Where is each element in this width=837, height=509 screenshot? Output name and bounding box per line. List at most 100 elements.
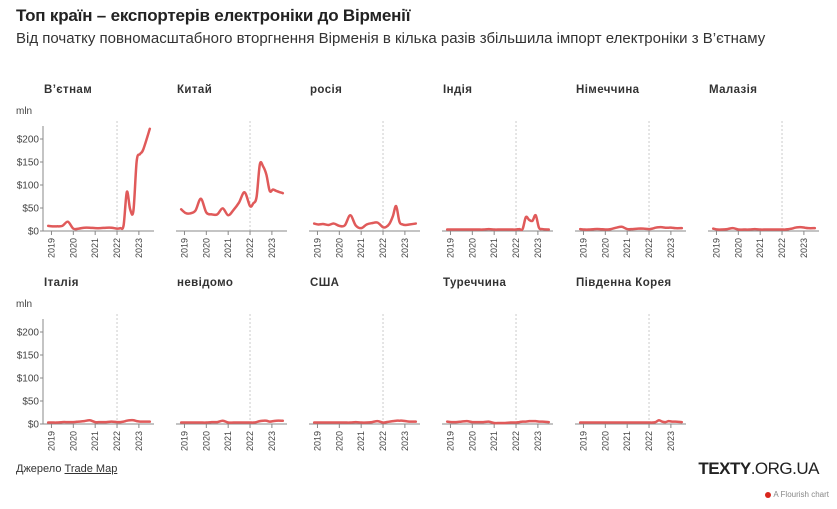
x-tick-label: 2019: [46, 431, 56, 451]
panel-3: росія 2019 2020 2021 2022 2023: [309, 84, 420, 258]
y-tick-label: $0: [28, 227, 40, 238]
source-link[interactable]: Trade Map: [64, 463, 118, 475]
series-line: [711, 225, 817, 231]
x-tick-label: 2020: [600, 238, 610, 258]
x-tick-label: 2020: [68, 238, 78, 258]
x-tick-label: 2021: [223, 238, 233, 258]
x-tick-label: 2019: [445, 431, 455, 451]
x-tick-label: 2023: [799, 238, 809, 258]
x-tick-label: 2021: [489, 431, 499, 451]
panel-1: В’єтнам mln $0 $50 $100 $150 $200 2019 2020 2021 2…: [16, 84, 154, 258]
y-tick-label: $200: [17, 135, 40, 146]
x-tick-label: 2020: [600, 431, 610, 451]
panel-2: Китай 2019 2020 2021 2022 2023: [176, 84, 287, 258]
x-tick-label: 2023: [267, 238, 277, 258]
x-tick-label: 2021: [223, 431, 233, 451]
y-tick-label: $0: [28, 420, 40, 431]
series-line: [179, 419, 285, 424]
chart-title: Топ країн – експортерів електроніки до В…: [16, 6, 411, 25]
x-tick-label: 2022: [378, 431, 388, 451]
series-line: [312, 419, 418, 424]
y-tick-label: $150: [17, 351, 40, 362]
y-tick-label: $200: [17, 328, 40, 339]
x-tick-label: 2019: [711, 238, 721, 258]
source-prefix: Джерело: [16, 463, 62, 475]
panel-7: Італія mln $0 $50 $100 $150 $200 2019 2020 2021 20…: [16, 277, 154, 451]
y-tick-label: $100: [17, 181, 40, 192]
y-tick-label: $50: [22, 397, 39, 408]
y-tick-label: $150: [17, 158, 40, 169]
x-tick-label: 2019: [312, 431, 322, 451]
y-unit-label: mln: [16, 106, 32, 117]
series-line: [312, 204, 418, 230]
x-tick-label: 2020: [467, 238, 477, 258]
x-tick-label: 2021: [90, 431, 100, 451]
panel-title: США: [310, 277, 339, 289]
x-tick-label: 2020: [733, 238, 743, 258]
x-tick-label: 2023: [533, 431, 543, 451]
panel-title: невідомо: [177, 277, 233, 289]
x-tick-label: 2019: [46, 238, 56, 258]
series-line: [179, 160, 285, 217]
x-tick-label: 2020: [467, 431, 477, 451]
x-tick-label: 2023: [666, 238, 676, 258]
x-tick-label: 2022: [112, 431, 122, 451]
x-tick-label: 2022: [245, 238, 255, 258]
panel-6: Малазія 2019 2020 2021 2022 2023: [708, 84, 819, 258]
series-line: [578, 418, 684, 424]
x-tick-label: 2022: [511, 238, 521, 258]
y-tick-label: $50: [22, 204, 39, 215]
texty-logo[interactable]: TEXTY.ORG.UA: [698, 459, 819, 479]
x-tick-label: 2019: [578, 431, 588, 451]
x-tick-label: 2021: [622, 238, 632, 258]
x-tick-label: 2023: [400, 238, 410, 258]
y-unit-label: mln: [16, 299, 32, 310]
x-tick-label: 2021: [356, 238, 366, 258]
x-tick-label: 2019: [578, 238, 588, 258]
x-tick-label: 2022: [777, 238, 787, 258]
logo-bold: TEXTY: [698, 459, 751, 478]
x-tick-label: 2021: [755, 238, 765, 258]
x-tick-label: 2019: [179, 431, 189, 451]
logo-rest: .ORG.UA: [750, 459, 820, 478]
panel-5: Німеччина 2019 2020 2021 2022 2023: [575, 84, 686, 258]
series-line: [46, 418, 152, 424]
chart-subtitle: Від початку повномасштабного вторгнення …: [16, 30, 766, 47]
panel-title: Туреччина: [443, 277, 507, 289]
x-tick-label: 2022: [378, 238, 388, 258]
panel-title: Індія: [443, 84, 472, 96]
flourish-credit[interactable]: A Flourish chart: [765, 490, 829, 499]
panel-title: В’єтнам: [44, 84, 92, 96]
x-tick-label: 2020: [68, 431, 78, 451]
x-tick-label: 2023: [666, 431, 676, 451]
x-tick-label: 2023: [134, 238, 144, 258]
y-tick-label: $100: [17, 374, 40, 385]
x-tick-label: 2023: [267, 431, 277, 451]
x-tick-label: 2022: [112, 238, 122, 258]
x-tick-label: 2022: [245, 431, 255, 451]
x-tick-label: 2023: [533, 238, 543, 258]
panel-11: Південна Корея 2019 2020 2021 2022 2023: [575, 277, 686, 451]
panel-title: Італія: [44, 277, 79, 289]
panel-title: росія: [310, 84, 342, 96]
panel-10: Туреччина 2019 2020 2021 2022 2023: [442, 277, 553, 451]
panel-title: Китай: [177, 84, 212, 96]
series-line: [445, 213, 551, 232]
panel-title: Малазія: [709, 84, 757, 96]
flourish-label: A Flourish chart: [773, 490, 829, 499]
x-tick-label: 2020: [201, 431, 211, 451]
source-note: Джерело Trade Map: [16, 463, 117, 475]
x-tick-label: 2023: [134, 431, 144, 451]
x-tick-label: 2022: [511, 431, 521, 451]
panel-9: США 2019 2020 2021 2022 2023: [309, 277, 420, 451]
small-multiples-chart: В’єтнам mln $0 $50 $100 $150 $200 2019 2020 2021 2…: [16, 84, 819, 451]
x-tick-label: 2022: [644, 238, 654, 258]
panel-title: Німеччина: [576, 84, 640, 96]
panel-title: Південна Корея: [576, 277, 671, 289]
x-tick-label: 2019: [445, 238, 455, 258]
x-tick-label: 2021: [90, 238, 100, 258]
x-tick-label: 2020: [334, 431, 344, 451]
x-tick-label: 2021: [489, 238, 499, 258]
flourish-logo-icon: [765, 491, 772, 498]
panel-4: Індія 2019 2020 2021 2022 2023: [442, 84, 553, 258]
